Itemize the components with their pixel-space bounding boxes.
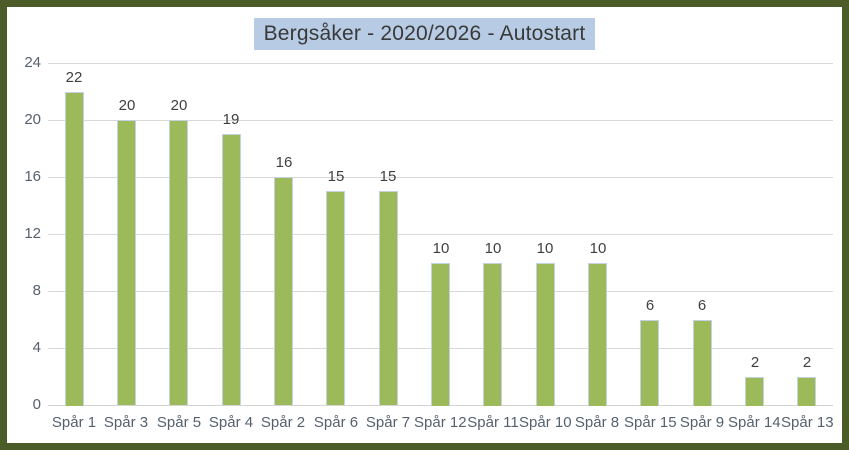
bar-spår-5 <box>169 120 188 405</box>
bar-spår-6 <box>326 191 345 405</box>
bar-value-label: 6 <box>645 297 655 314</box>
x-axis-tick-label: Spår 8 <box>574 414 620 431</box>
y-axis-tick-label: 12 <box>24 225 41 242</box>
bar-spår-2 <box>274 177 293 405</box>
bar-spår-8 <box>588 263 607 406</box>
y-axis-tick-label: 8 <box>32 282 41 299</box>
bar-value-label: 10 <box>536 240 554 257</box>
bar-value-label: 2 <box>750 354 760 371</box>
x-axis-tick-label: Spår 4 <box>208 414 254 431</box>
y-axis-tick-label: 20 <box>24 111 41 128</box>
bar-value-label: 15 <box>327 168 345 185</box>
y-axis-tick-label: 4 <box>32 339 41 356</box>
bar-value-label: 22 <box>65 69 83 86</box>
bar-spår-11 <box>483 263 502 406</box>
x-axis-tick-label: Spår 7 <box>365 414 411 431</box>
bar-spår-15 <box>640 320 659 406</box>
x-axis-tick-label: Spår 11 <box>467 414 519 431</box>
bar-spår-9 <box>693 320 712 406</box>
x-axis-tick-label: Spår 3 <box>103 414 149 431</box>
x-axis-tick-label: Spår 15 <box>624 414 677 431</box>
y-axis-tick-label: 0 <box>32 396 41 413</box>
bar-spår-13 <box>797 377 816 406</box>
x-axis-tick-label: Spår 14 <box>728 414 781 431</box>
gridline <box>48 120 833 121</box>
bar-value-label: 15 <box>379 168 397 185</box>
bar-spår-3 <box>117 120 136 405</box>
x-axis-tick-label: Spår 5 <box>156 414 202 431</box>
bar-value-label: 10 <box>484 240 502 257</box>
bar-spår-10 <box>536 263 555 406</box>
bar-spår-7 <box>379 191 398 405</box>
bar-value-label: 6 <box>697 297 707 314</box>
x-axis-tick-label: Spår 1 <box>51 414 97 431</box>
bar-spår-12 <box>431 263 450 406</box>
x-axis-tick-label: Spår 2 <box>260 414 306 431</box>
bar-value-label: 20 <box>170 97 188 114</box>
chart-title[interactable]: Bergsåker - 2020/2026 - Autostart <box>253 18 596 50</box>
x-axis-tick-label: Spår 12 <box>414 414 467 431</box>
x-axis-tick-label: Spår 6 <box>313 414 359 431</box>
y-axis-tick-label: 16 <box>24 168 41 185</box>
x-axis-tick-label: Spår 9 <box>679 414 725 431</box>
x-axis-tick-label: Spår 13 <box>781 414 834 431</box>
bar-value-label: 2 <box>802 354 812 371</box>
bar-value-label: 16 <box>275 154 293 171</box>
x-axis-tick-label: Spår 10 <box>519 414 572 431</box>
chart-title-row: Bergsåker - 2020/2026 - Autostart <box>7 18 842 50</box>
bar-value-label: 19 <box>222 111 240 128</box>
bar-value-label: 20 <box>118 97 136 114</box>
gridline <box>48 234 833 235</box>
bar-spår-1 <box>65 92 84 406</box>
gridline <box>48 177 833 178</box>
bar-value-label: 10 <box>432 240 450 257</box>
y-axis-tick-label: 24 <box>24 54 41 71</box>
bar-spår-14 <box>745 377 764 406</box>
gridline <box>48 63 833 64</box>
bar-spår-4 <box>222 134 241 405</box>
bar-value-label: 10 <box>589 240 607 257</box>
